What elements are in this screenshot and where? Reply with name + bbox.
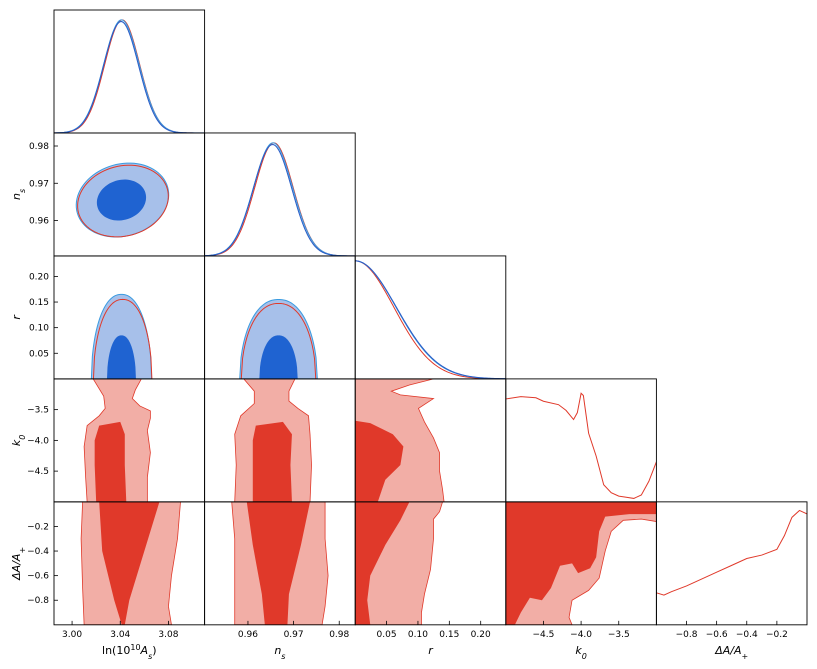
x-axis-label-ns: ns	[274, 644, 285, 661]
x-tick-label-ns: 0.98	[329, 630, 349, 640]
marginal-lnAs-cyan	[54, 19, 205, 133]
undefined-68	[99, 501, 160, 625]
axis-label-part: ΔA/A	[714, 644, 741, 657]
x-tick-label-ns: 0.97	[284, 630, 304, 640]
x-tick-label-lnAs: 3.08	[158, 630, 178, 640]
y-tick-label-r: 0.05	[29, 349, 49, 359]
y-axis-label-k0: k0	[10, 435, 27, 446]
marginal-r-red	[355, 260, 506, 379]
y-tick-label-r: 0.15	[29, 298, 49, 308]
y-tick-label-ns: 0.97	[29, 179, 49, 189]
x-tick-label-dA: −0.8	[676, 630, 698, 640]
y-tick-label-dA: −0.8	[27, 596, 49, 606]
y-tick-label-k0: −4.5	[27, 467, 49, 477]
undefined-68	[505, 501, 657, 625]
axis-label-part: 0	[18, 435, 27, 440]
marginal-ns	[204, 142, 356, 256]
marginal-r	[355, 260, 506, 379]
panel-frame	[655, 501, 808, 626]
y-tick-label-ns: 0.98	[29, 142, 49, 152]
x-tick-label-dA: −0.6	[706, 630, 728, 640]
axis-label-part: A	[140, 644, 149, 657]
contour-ns-lnAs-68	[96, 179, 147, 221]
x-tick-label-r: 0.20	[471, 630, 491, 640]
y-tick-label-dA: −0.6	[27, 572, 49, 582]
y-axis-label-r: r	[10, 314, 23, 320]
marginal-r-blue	[355, 260, 506, 379]
y-tick-label-ns: 0.96	[29, 217, 49, 227]
contour-r-lnAs	[90, 293, 153, 379]
x-axis-label-lnAs: ln(1010As)	[102, 642, 157, 660]
x-tick-label-r: 0.15	[439, 630, 459, 640]
axis-label-part: n	[10, 193, 23, 200]
marginal-dA	[656, 509, 808, 596]
y-axis-label-ns: ns	[10, 189, 27, 200]
marginal-ns-blue	[204, 143, 356, 256]
axis-label-part: 10	[130, 642, 140, 651]
contour-r-lnAs-68	[107, 335, 136, 379]
undefined-68	[246, 501, 311, 625]
axis-label-part: s	[281, 651, 285, 660]
marginal-lnAs-red	[54, 19, 205, 133]
y-tick-label-r: 0.20	[29, 272, 49, 282]
contour-ns-lnAs-95-red	[77, 164, 169, 238]
marginal-lnAs-blue	[54, 21, 205, 133]
contour-r-ns-68	[259, 335, 298, 379]
marginal-dA-red	[656, 509, 808, 596]
axis-label-part: k	[10, 439, 23, 446]
contour-r-lnAs-95-red	[92, 298, 153, 379]
x-axis-label-k0: k0	[575, 644, 586, 661]
axis-label-part: +	[18, 547, 27, 554]
axis-label-part: s	[148, 651, 152, 660]
y-tick-label-dA: −0.2	[27, 522, 49, 532]
marginal-lnAs	[54, 19, 205, 133]
x-axis-label-dA: ΔA/A+	[714, 644, 748, 661]
undefined-68	[355, 501, 410, 625]
x-tick-label-lnAs: 3.00	[62, 630, 82, 640]
axis-label-part: k	[575, 644, 582, 657]
x-tick-label-k0: −3.5	[608, 630, 630, 640]
x-tick-label-r: 0.05	[377, 630, 397, 640]
y-tick-label-k0: −3.5	[27, 406, 49, 416]
axis-label-part: r	[10, 314, 23, 320]
x-tick-label-k0: −4.0	[570, 630, 592, 640]
marginal-ns-cyan	[204, 142, 356, 256]
y-tick-label-dA: −0.4	[27, 547, 49, 557]
marginal-k0-red	[505, 392, 657, 499]
x-tick-label-k0: −4.5	[533, 630, 555, 640]
x-tick-label-r: 0.10	[408, 630, 428, 640]
contour-r-ns-95-red	[240, 302, 317, 379]
undefined-68	[94, 421, 127, 502]
contour-ns-lnAs	[75, 162, 170, 238]
x-tick-label-dA: −0.2	[766, 630, 788, 640]
y-tick-label-k0: −4.0	[27, 436, 49, 446]
axis-label-part: r	[428, 644, 434, 657]
axis-label-part: n	[274, 644, 281, 657]
contour-r-ns	[239, 298, 318, 379]
marginal-ns-red	[204, 142, 356, 256]
axis-label-part: ΔA/A	[10, 554, 23, 581]
x-tick-label-lnAs: 3.04	[110, 630, 130, 640]
x-tick-label-ns: 0.96	[238, 630, 258, 640]
axis-label-part: )	[152, 644, 156, 657]
axis-label-part: 0	[582, 651, 587, 660]
undefined-68	[355, 420, 404, 502]
x-axis-label-r: r	[428, 644, 434, 657]
marginal-k0	[505, 392, 657, 499]
y-tick-label-r: 0.10	[29, 324, 49, 334]
axis-label-part: s	[18, 189, 27, 193]
axis-label-part: +	[741, 651, 748, 660]
axis-label-part: ln(10	[102, 644, 130, 657]
undefined-68	[252, 421, 292, 502]
y-axis-label-dA: ΔA/A+	[10, 547, 27, 581]
x-tick-label-dA: −0.4	[736, 630, 758, 640]
